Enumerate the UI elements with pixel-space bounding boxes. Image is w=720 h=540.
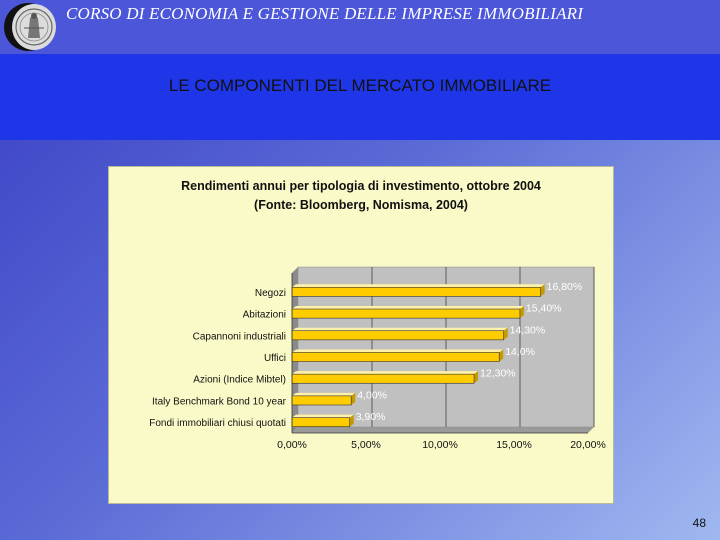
value-label: 4,00% bbox=[357, 389, 387, 401]
bar bbox=[291, 417, 351, 428]
chart-title: Rendimenti annui per tipologia di invest… bbox=[181, 179, 541, 193]
slide-title-text: LE COMPONENTI DEL MERCATO IMMOBILIARE bbox=[168, 76, 552, 95]
plot-area: 0,00% 5,00% 10,00% 15,00% 20,00% Negozi 16,80%… bbox=[149, 266, 606, 451]
bar-top bbox=[292, 306, 524, 310]
title-band bbox=[0, 54, 720, 140]
bar bbox=[291, 373, 475, 384]
category-label: Fondi immobiliari chiusi quotati bbox=[149, 418, 286, 429]
value-label: 16,80% bbox=[547, 281, 583, 293]
category-label: Negozi bbox=[255, 288, 286, 299]
category-label: Capannoni industriali bbox=[193, 331, 286, 342]
bar-top bbox=[292, 371, 479, 375]
value-label: 12,30% bbox=[480, 368, 516, 380]
x-tick-label: 10,00% bbox=[422, 439, 458, 451]
chart-subtitle: (Fonte: Bloomberg, Nomisma, 2004) bbox=[254, 198, 468, 212]
header-bar: CORSO DI ECONOMIA E GESTIONE DELLE IMPRE… bbox=[0, 0, 720, 54]
chart-panel: Rendimenti annui per tipologia di invest… bbox=[108, 166, 614, 504]
bar-end bbox=[503, 327, 508, 340]
course-title: CORSO DI ECONOMIA E GESTIONE DELLE IMPRE… bbox=[66, 4, 584, 23]
bar-end bbox=[519, 306, 524, 319]
value-label: 15,40% bbox=[526, 303, 562, 315]
bar bbox=[291, 352, 500, 362]
value-label: 3,90% bbox=[356, 411, 386, 423]
bar-top bbox=[292, 349, 504, 353]
plot-floor bbox=[292, 427, 594, 433]
bar-chart: Rendimenti annui per tipologia di invest… bbox=[149, 179, 606, 451]
x-tick-label: 0,00% bbox=[277, 439, 307, 451]
bar-top bbox=[292, 284, 545, 288]
bar-end bbox=[474, 371, 479, 384]
bar-end bbox=[351, 392, 356, 405]
category-label: Azioni (Indice Mibtel) bbox=[193, 375, 286, 386]
bar-end bbox=[349, 414, 354, 427]
university-seal-logo-icon bbox=[2, 2, 58, 52]
bar-end bbox=[499, 349, 504, 362]
page-number: 48 bbox=[692, 516, 706, 530]
bar bbox=[291, 286, 541, 297]
x-tick-label: 20,00% bbox=[570, 439, 606, 451]
category-label: Abitazioni bbox=[243, 310, 286, 321]
bar bbox=[291, 308, 521, 319]
slide-title: LE COMPONENTI DEL MERCATO IMMOBILIARE bbox=[0, 76, 720, 96]
category-label: Uffici bbox=[264, 353, 286, 364]
bar-top bbox=[292, 327, 508, 331]
bar-end bbox=[540, 284, 545, 297]
x-tick-label: 5,00% bbox=[351, 439, 381, 451]
value-label: 14,0% bbox=[505, 346, 535, 358]
bar bbox=[291, 330, 504, 341]
value-label: 14,30% bbox=[510, 324, 546, 336]
bar bbox=[291, 395, 352, 406]
x-tick-label: 15,00% bbox=[496, 439, 532, 451]
category-label: Italy Benchmark Bond 10 year bbox=[152, 396, 287, 407]
bar-top bbox=[292, 392, 356, 396]
bar-top bbox=[292, 414, 354, 418]
